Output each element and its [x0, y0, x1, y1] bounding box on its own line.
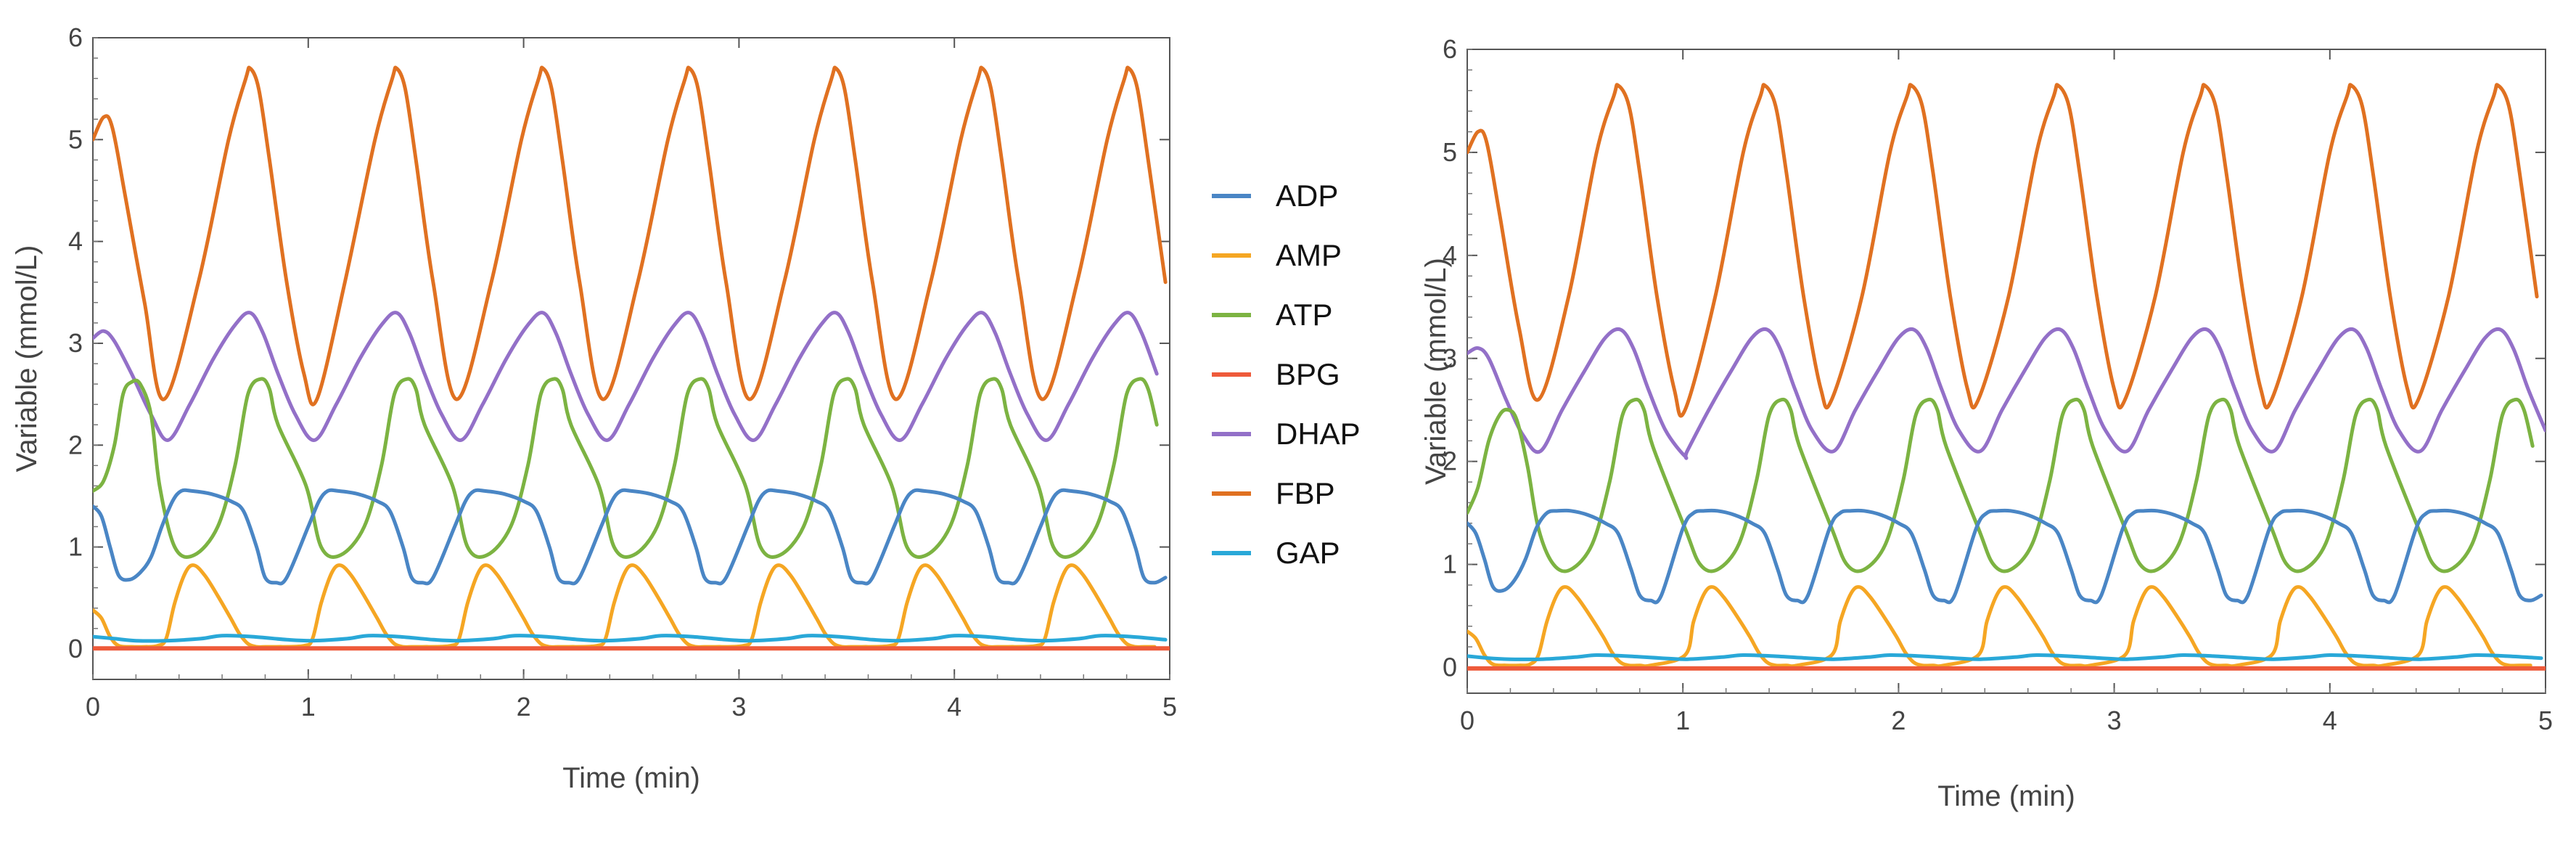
x-tick-label: 4: [2323, 706, 2337, 735]
chart-left: 0 1 2 3 4 5 0 1 2 3 4 5 6 Time (min) Variable (mmol/L): [11, 23, 1177, 794]
series-line-gap: [1467, 653, 2543, 661]
y-tick-label: 4: [68, 226, 83, 256]
x-tick-label: 3: [731, 692, 746, 722]
x-tick-label: 1: [301, 692, 316, 722]
x-tick-label: 0: [1460, 706, 1474, 735]
chart-right: 0 1 2 3 4 5 0 1 2 3 4 5 6 Time (min) Variable (mmol/L): [1422, 34, 2553, 812]
series-line-adp: [1467, 508, 2543, 605]
plot-frame: [92, 37, 1170, 680]
x-tick-label: 4: [947, 692, 961, 722]
y-tick-label: 4: [1443, 240, 1457, 270]
y-tick-label: 0: [1443, 653, 1457, 682]
legend-label-adp: ADP: [1276, 179, 1338, 213]
series-line-dhap: [93, 311, 1159, 442]
x-tick-label: 1: [1675, 706, 1690, 735]
x-axis-label: Time (min): [1937, 780, 2075, 812]
x-tick-label: 5: [2538, 706, 2553, 735]
legend-label-dhap: DHAP: [1276, 417, 1361, 451]
series-line-fbp: [1467, 83, 2539, 418]
legend-label-gap: GAP: [1276, 536, 1340, 570]
y-axis-label: Variable (mmol/L): [1422, 258, 1452, 485]
y-tick-label: 2: [68, 430, 83, 459]
legend-label-amp: AMP: [1276, 238, 1342, 272]
series-line-atp: [93, 377, 1159, 560]
series-line-dhap: [1467, 327, 2546, 460]
y-tick-label: 0: [68, 634, 83, 663]
y-tick-label: 1: [1443, 549, 1457, 579]
y-tick-label: 2: [1443, 446, 1457, 476]
series-line-amp: [93, 563, 1157, 649]
series-line-atp: [1467, 397, 2535, 573]
x-tick-label: 0: [86, 692, 100, 722]
x-axis-label: Time (min): [562, 762, 700, 794]
series-line-amp: [1467, 585, 2532, 669]
x-tick-label: 3: [2107, 706, 2122, 735]
y-tick-label: 5: [1443, 137, 1457, 167]
series-line-gap: [93, 634, 1168, 643]
series-line-adp: [93, 488, 1168, 586]
y-tick-label: 5: [68, 124, 83, 154]
x-tick-label: 5: [1162, 692, 1177, 722]
y-tick-label: 3: [1443, 343, 1457, 373]
y-tick-label: 6: [68, 23, 83, 52]
x-tick-label: 2: [517, 692, 531, 722]
legend-label-fbp: FBP: [1276, 476, 1335, 510]
y-axis-label: Variable (mmol/L): [11, 245, 43, 473]
series-line-fbp: [93, 65, 1168, 406]
legend: ADP AMP ATP BPG DHAP FBP GAP: [1212, 179, 1361, 570]
y-tick-label: 6: [1443, 34, 1457, 64]
legend-label-bpg: BPG: [1276, 357, 1340, 391]
x-tick-label: 2: [1891, 706, 1906, 735]
legend-label-atp: ATP: [1276, 298, 1333, 332]
y-tick-label: 3: [68, 328, 83, 358]
plot-frame: [1467, 49, 2546, 694]
y-tick-label: 1: [68, 532, 83, 562]
